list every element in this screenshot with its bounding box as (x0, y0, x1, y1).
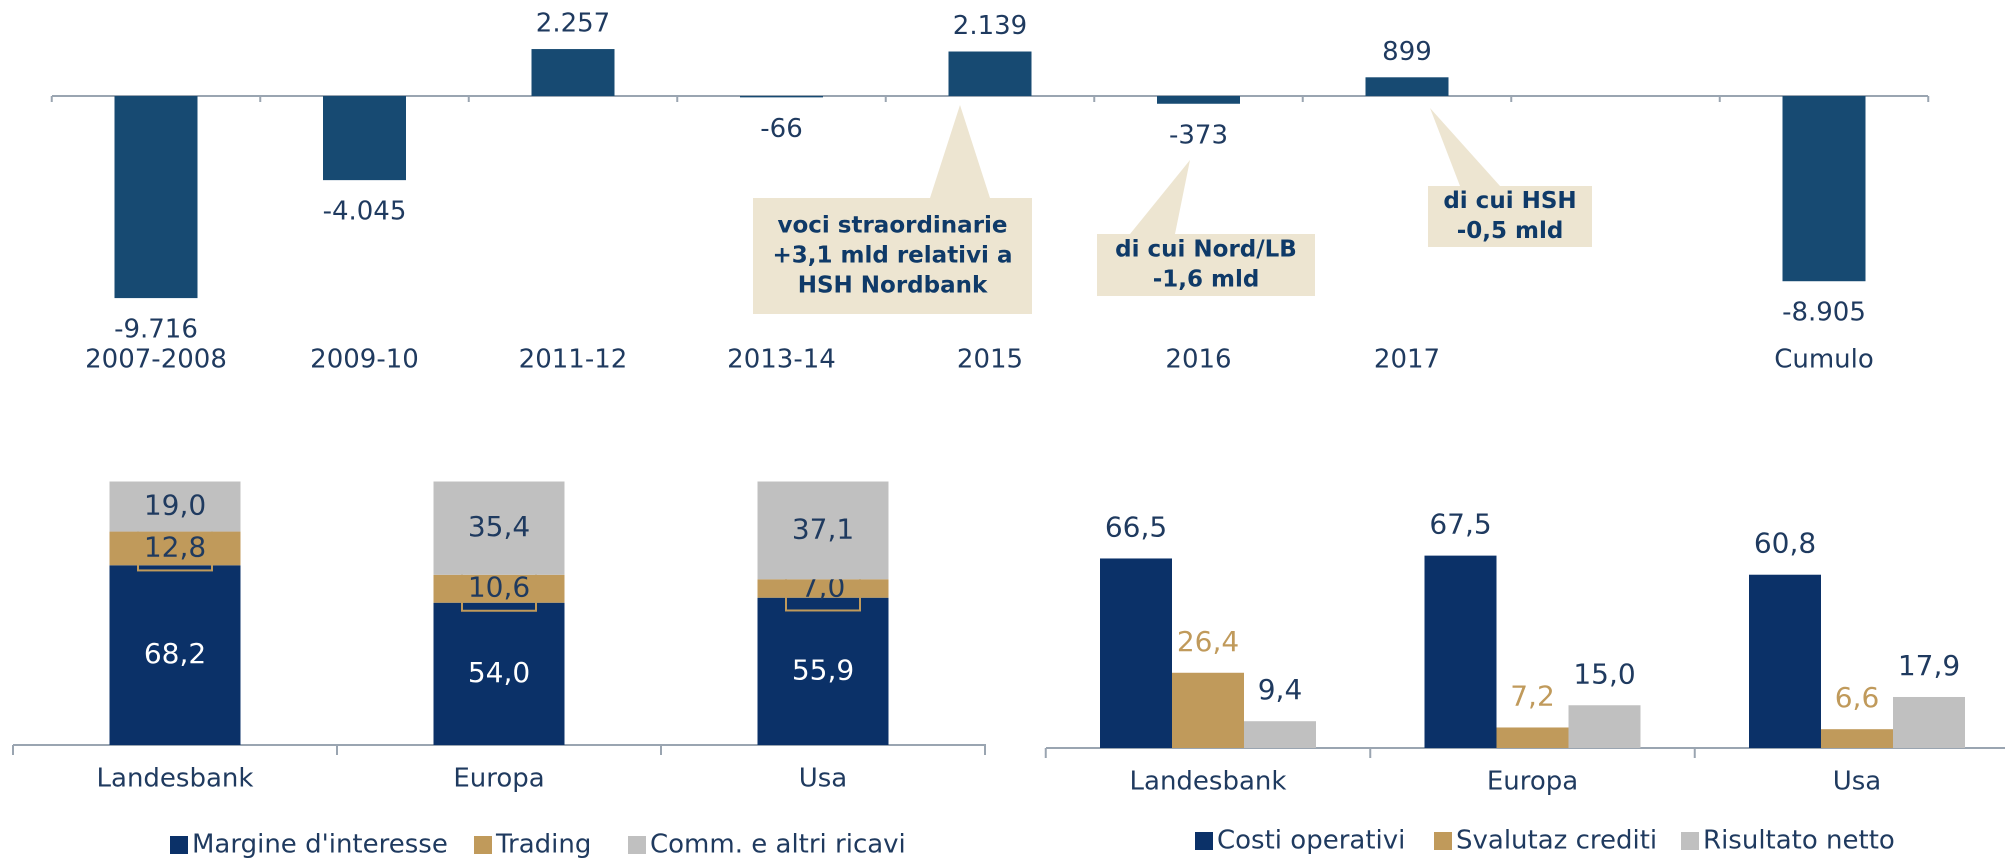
annotation-text: HSH Nordbank (798, 273, 988, 299)
legend-label: Svalutaz crediti (1456, 826, 1657, 856)
value-label: 899 (1382, 37, 1432, 67)
value-label: 68,2 (144, 637, 206, 670)
bar (1749, 574, 1821, 748)
bar-segment (433, 481, 565, 575)
value-label: 6,6 (1835, 681, 1880, 714)
bar (1821, 729, 1893, 748)
legend-swatch (1195, 832, 1213, 850)
value-label: 35,4 (468, 510, 530, 543)
x-tick-label: Cumulo (1774, 345, 1874, 375)
bar-segment (433, 602, 565, 745)
x-tick-label: 2016 (1165, 345, 1231, 375)
value-label: 19,0 (144, 489, 206, 522)
x-tick-label: 2013-14 (727, 345, 836, 375)
annotation-pointer (930, 105, 990, 198)
value-label: 7,2 (1510, 679, 1555, 712)
x-tick-label: 2009-10 (310, 345, 419, 375)
x-tick-label: 2011-12 (519, 345, 628, 375)
annotation-text: di cui Nord/LB (1115, 237, 1297, 263)
legend-swatch (628, 836, 646, 854)
bar (1172, 672, 1244, 748)
bar (1496, 727, 1569, 748)
annotation-text: -1,6 mld (1153, 267, 1260, 293)
bar-segment (109, 531, 241, 566)
value-label: 15,0 (1573, 657, 1635, 690)
annotation-text: +3,1 mld relativi a (773, 243, 1013, 269)
x-tick-label: Europa (453, 764, 544, 794)
value-label: -66 (760, 114, 802, 144)
annotation-box (753, 198, 1032, 314)
legend-label: Comm. e altri ricavi (650, 830, 906, 858)
legend-label: Trading (495, 830, 591, 858)
bar (114, 96, 198, 299)
annotation-text: voci straordinarie (777, 213, 1007, 239)
bar (1568, 705, 1641, 748)
value-label: 2.139 (953, 11, 1027, 41)
value-label: 17,9 (1898, 649, 1960, 682)
x-tick-label: Landesbank (1130, 767, 1287, 797)
annotation-box (1428, 186, 1592, 247)
value-label: 67,5 (1429, 508, 1491, 541)
value-label: 54,0 (468, 656, 530, 689)
bar (1424, 555, 1497, 748)
value-label: -9.716 (114, 315, 198, 345)
annotation-pointer (1130, 160, 1190, 234)
annotation-pointer (1430, 108, 1500, 186)
value-label: -8.905 (1782, 298, 1866, 328)
bar (1893, 696, 1965, 748)
legend-swatch (474, 836, 492, 854)
legend-swatch (1434, 832, 1452, 850)
legend-label: Costi operativi (1217, 826, 1405, 856)
x-tick-label: 2015 (957, 345, 1023, 375)
bar-segment (757, 579, 889, 598)
value-label: 60,8 (1754, 527, 1816, 560)
annotation-box (1097, 234, 1315, 296)
value-label: 10,6 (468, 571, 530, 604)
value-label: 2.257 (536, 9, 610, 39)
bar (1157, 96, 1240, 104)
value-label: 26,4 (1177, 625, 1239, 658)
bar (948, 51, 1032, 96)
bar (1365, 77, 1449, 96)
bar (323, 96, 406, 181)
bar-segment (109, 565, 241, 745)
value-label: -4.045 (323, 197, 407, 227)
legend-label: Risultato netto (1703, 826, 1895, 856)
value-label: -373 (1169, 120, 1228, 150)
bar (740, 96, 823, 98)
value-label: 55,9 (792, 653, 854, 686)
bar (531, 49, 615, 96)
value-label: 9,4 (1258, 673, 1303, 706)
x-tick-label: Usa (1833, 767, 1882, 797)
bar (1100, 558, 1172, 748)
bar-segment (109, 481, 241, 532)
bar (1244, 721, 1316, 748)
bar-segment (433, 574, 565, 603)
legend-label: Margine d'interesse (192, 830, 448, 858)
x-tick-label: 2007-2008 (85, 345, 227, 375)
x-tick-label: Landesbank (97, 764, 254, 794)
value-label: 66,5 (1105, 510, 1167, 543)
annotation-text: -0,5 mld (1457, 218, 1564, 244)
x-tick-label: 2017 (1374, 345, 1440, 375)
bar-segment (757, 481, 889, 580)
x-tick-label: Europa (1487, 767, 1578, 797)
legend-swatch (1681, 832, 1699, 850)
x-tick-label: Usa (799, 764, 848, 794)
value-label: 37,1 (792, 512, 854, 545)
annotation-text: di cui HSH (1443, 188, 1576, 214)
bar-segment (757, 597, 889, 745)
bar (1782, 96, 1866, 282)
value-label: 12,8 (144, 530, 206, 563)
legend-swatch (170, 836, 188, 854)
